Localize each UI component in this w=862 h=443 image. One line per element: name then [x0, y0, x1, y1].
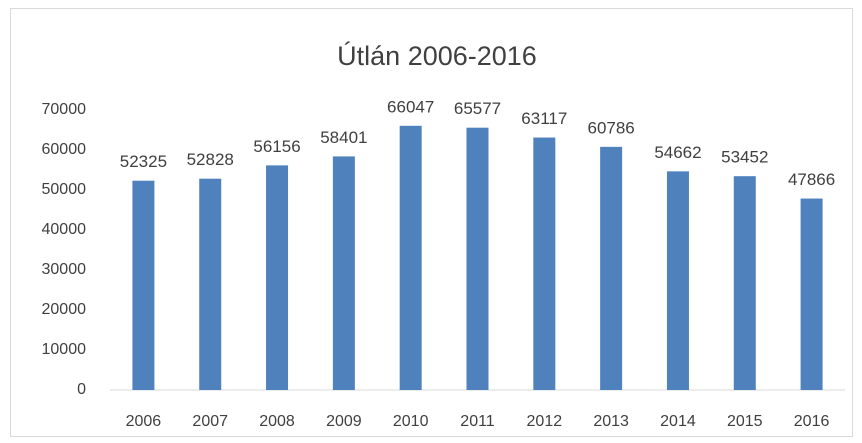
x-tick-label: 2009 — [326, 413, 362, 430]
x-tick-label: 2015 — [727, 413, 763, 430]
x-tick-label: 2006 — [126, 413, 162, 430]
bar — [733, 176, 756, 390]
x-tick-label: 2010 — [393, 413, 429, 430]
x-tick-label: 2008 — [259, 413, 295, 430]
y-tick-label: 50000 — [42, 181, 87, 198]
x-tick-label: 2014 — [660, 413, 696, 430]
x-tick-label: 2011 — [460, 413, 495, 430]
bar — [800, 198, 823, 390]
data-label: 56156 — [253, 137, 300, 156]
bar — [600, 146, 623, 390]
x-tick-label: 2013 — [593, 413, 629, 430]
x-tick-label: 2016 — [794, 413, 830, 430]
bar — [332, 156, 355, 390]
data-label: 65577 — [454, 99, 501, 118]
y-tick-label: 40000 — [42, 221, 87, 238]
data-label: 47866 — [788, 170, 835, 189]
data-label: 54662 — [654, 143, 701, 162]
bar — [533, 137, 556, 390]
data-label: 58401 — [320, 128, 367, 147]
x-tick-label: 2012 — [527, 413, 563, 430]
bar — [666, 171, 689, 390]
x-tick-label: 2007 — [192, 413, 228, 430]
bar — [399, 125, 422, 390]
data-label: 52325 — [120, 152, 167, 171]
y-tick-label: 30000 — [42, 261, 87, 278]
bar — [266, 165, 289, 390]
chart-title: Útlán 2006-2016 — [337, 40, 537, 71]
data-label: 53452 — [721, 148, 768, 167]
bar — [199, 178, 222, 390]
y-tick-label: 10000 — [42, 341, 87, 358]
data-label: 63117 — [521, 109, 567, 128]
y-tick-label: 70000 — [42, 101, 87, 118]
y-tick-label: 0 — [77, 381, 86, 398]
data-label: 60786 — [587, 118, 634, 137]
bar — [466, 127, 489, 390]
y-tick-label: 60000 — [42, 141, 87, 158]
bar — [132, 180, 155, 390]
y-tick-label: 20000 — [42, 301, 87, 318]
data-label: 52828 — [187, 150, 234, 169]
data-label: 66047 — [387, 97, 434, 116]
